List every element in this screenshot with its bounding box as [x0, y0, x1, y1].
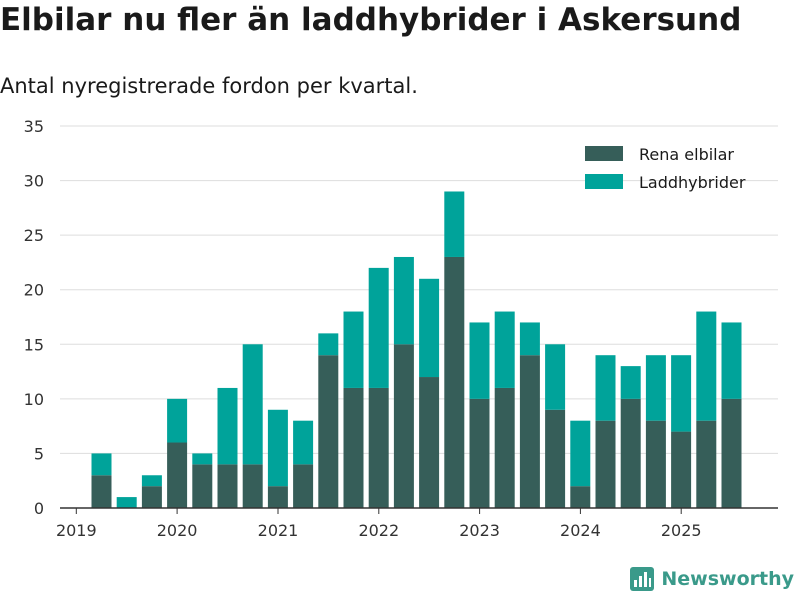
bar-rena-elbilar — [620, 398, 641, 508]
y-tick-label: 0 — [34, 499, 44, 518]
chart-title: Elbilar nu fler än laddhybrider i Askers… — [0, 2, 742, 38]
bar-rena-elbilar — [545, 409, 566, 508]
bar-laddhybrider — [91, 453, 112, 476]
bar-rena-elbilar — [469, 398, 490, 508]
bar-laddhybrider — [267, 409, 288, 487]
y-tick-label: 35 — [24, 117, 44, 136]
brand-logo: Newsworthy — [629, 566, 794, 592]
bar-rena-elbilar — [444, 256, 465, 508]
bar-laddhybrider — [570, 420, 591, 487]
bar-rena-elbilar — [167, 442, 188, 508]
x-tick-label: 2023 — [459, 521, 500, 540]
y-tick-label: 20 — [24, 281, 44, 300]
bar-rena-elbilar — [393, 344, 414, 508]
y-axis-ticks: 0 5 10 15 20 25 30 35 — [24, 117, 44, 518]
x-tick-label: 2022 — [358, 521, 399, 540]
bar-rena-elbilar — [595, 420, 616, 508]
bar-rena-elbilar — [368, 387, 389, 508]
y-tick-label: 15 — [24, 335, 44, 354]
x-axis: 2019 2020 2021 2022 2023 2024 2025 — [56, 507, 778, 540]
bar-laddhybrider — [519, 322, 540, 356]
legend-swatch-rena-elbilar — [585, 146, 623, 161]
y-tick-label: 5 — [34, 444, 44, 463]
x-tick-label: 2019 — [56, 521, 97, 540]
bar-chart-logo-icon — [630, 567, 655, 591]
chart-subtitle: Antal nyregistrerade fordon per kvartal. — [0, 74, 418, 98]
bar-rena-elbilar — [91, 475, 112, 508]
bar-rena-elbilar — [293, 464, 314, 508]
bar-rena-elbilar — [570, 486, 591, 508]
bar-rena-elbilar — [419, 377, 440, 508]
bar-rena-elbilar — [343, 387, 364, 508]
x-tick-label: 2025 — [661, 521, 702, 540]
y-tick-label: 30 — [24, 172, 44, 191]
bar-laddhybrider — [318, 333, 339, 356]
legend: Rena elbilar Laddhybrider — [585, 145, 746, 192]
legend-label-laddhybrider: Laddhybrider — [639, 173, 746, 192]
bar-laddhybrider — [696, 311, 717, 421]
x-tick-label: 2021 — [258, 521, 299, 540]
bar-rena-elbilar — [217, 464, 238, 508]
x-tick-label: 2024 — [560, 521, 601, 540]
bar-laddhybrider — [419, 278, 440, 378]
bar-rena-elbilar — [242, 464, 263, 508]
bar-laddhybrider — [721, 322, 742, 399]
bar-laddhybrider — [167, 398, 188, 443]
bar-laddhybrider — [620, 366, 641, 399]
bar-laddhybrider — [141, 475, 162, 487]
legend-swatch-laddhybrider — [585, 174, 623, 189]
bar-rena-elbilar — [645, 420, 666, 508]
bar-laddhybrider — [494, 311, 515, 388]
legend-label-rena-elbilar: Rena elbilar — [639, 145, 734, 164]
bar-rena-elbilar — [671, 431, 692, 508]
bar-rena-elbilar — [696, 420, 717, 508]
bar-laddhybrider — [293, 420, 314, 465]
bar-laddhybrider — [393, 256, 414, 345]
bar-laddhybrider — [242, 344, 263, 465]
bar-laddhybrider — [645, 355, 666, 421]
x-tick-label: 2020 — [157, 521, 198, 540]
bar-laddhybrider — [192, 453, 213, 465]
bar-laddhybrider — [217, 387, 238, 465]
bar-laddhybrider — [545, 344, 566, 410]
bar-laddhybrider — [116, 497, 137, 508]
y-tick-label: 10 — [24, 390, 44, 409]
bars — [91, 191, 742, 508]
bar-laddhybrider — [368, 267, 389, 388]
bar-laddhybrider — [595, 355, 616, 421]
bar-rena-elbilar — [141, 486, 162, 508]
y-tick-label: 25 — [24, 226, 44, 245]
bar-rena-elbilar — [192, 464, 213, 508]
bar-rena-elbilar — [318, 355, 339, 508]
brand-name: Newsworthy — [661, 568, 794, 590]
bar-rena-elbilar — [519, 355, 540, 508]
bar-laddhybrider — [671, 355, 692, 432]
bar-rena-elbilar — [721, 398, 742, 508]
bar-rena-elbilar — [267, 486, 288, 508]
bar-rena-elbilar — [494, 387, 515, 508]
bar-laddhybrider — [444, 191, 465, 257]
bar-laddhybrider — [469, 322, 490, 399]
bar-laddhybrider — [343, 311, 364, 388]
